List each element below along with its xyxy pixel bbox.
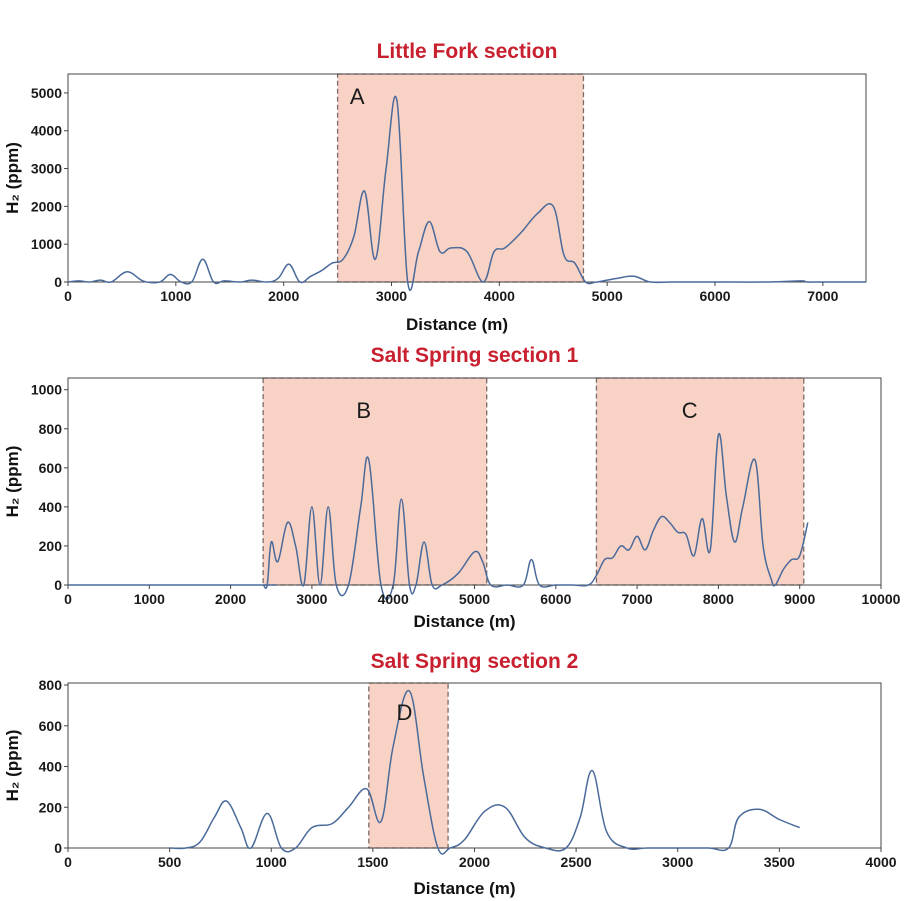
y-axis-label: H₂ (ppm): [3, 142, 22, 214]
chart-title: Little Fork section: [377, 40, 558, 63]
x-axis-label: Distance (m): [413, 612, 515, 631]
y-tick-label: 400: [39, 499, 63, 515]
x-tick-label: 4000: [865, 854, 896, 870]
x-tick-label: 500: [158, 854, 182, 870]
zone-label-d: D: [397, 700, 413, 725]
x-tick-label: 5000: [592, 288, 623, 304]
x-tick-label: 3000: [662, 854, 693, 870]
chart-panel-2: B C0 1000 2000 3000 4000 5000 6000 7000 8000 9000 1…: [3, 344, 901, 631]
x-tick-label: 1000: [256, 854, 287, 870]
highlight-zone-a: [336, 73, 585, 283]
y-tick-label: 200: [39, 799, 63, 815]
y-tick-label: 600: [39, 718, 63, 734]
x-tick-label: 6000: [540, 591, 571, 607]
x-tick-label: 0: [64, 288, 72, 304]
x-axis-label: Distance (m): [406, 315, 508, 334]
x-tick-label: 1000: [134, 591, 165, 607]
x-tick-label: 2500: [561, 854, 592, 870]
plot-frame: [67, 73, 867, 283]
y-tick-label: 0: [54, 840, 62, 856]
zone-label-b: B: [356, 398, 371, 423]
y-axis-label: H₂ (ppm): [3, 730, 22, 802]
y-tick-label: 0: [54, 577, 62, 593]
x-tick-label: 1500: [357, 854, 388, 870]
y-tick-label: 3000: [31, 161, 62, 177]
x-tick-label: 4000: [484, 288, 515, 304]
chart-title: Salt Spring section 1: [371, 344, 579, 367]
x-tick-label: 7000: [807, 288, 838, 304]
y-tick-label: 1000: [31, 236, 62, 252]
x-tick-label: 8000: [703, 591, 734, 607]
y-tick-label: 600: [39, 460, 63, 476]
y-tick-label: 200: [39, 538, 63, 554]
y-axis-label: H₂ (ppm): [3, 446, 22, 518]
y-tick-label: 1000: [31, 382, 62, 398]
x-tick-label: 0: [64, 854, 72, 870]
x-tick-label: 2000: [459, 854, 490, 870]
y-tick-label: 2000: [31, 198, 62, 214]
highlight-zone-b: [262, 377, 488, 586]
chart-panel-3: D 0 500 1000 1500 2000 2500 3000 3500 4000 0 200 400…: [3, 650, 897, 898]
x-tick-label: 0: [64, 591, 72, 607]
x-tick-label: 5000: [459, 591, 490, 607]
y-tick-label: 0: [54, 274, 62, 290]
x-tick-label: 3000: [376, 288, 407, 304]
x-tick-label: 7000: [622, 591, 653, 607]
x-tick-label: 1000: [160, 288, 191, 304]
x-tick-label: 4000: [378, 591, 409, 607]
zone-label-a: A: [350, 84, 365, 109]
series-line-1: [67, 95, 866, 292]
x-tick-label: 9000: [784, 591, 815, 607]
chart-title: Salt Spring section 2: [371, 650, 579, 673]
x-tick-label: 10000: [862, 591, 901, 607]
zone-label-c: C: [682, 398, 698, 423]
series-line-1: [68, 432, 809, 600]
x-tick-label: 3500: [764, 854, 795, 870]
chart-panel-1: A 0 1000 2000 3000 4000 5000 6000 7000 0 1000 2000 3…: [3, 40, 867, 334]
y-tick-label: 4000: [31, 123, 62, 139]
highlight-zone-c: [595, 377, 805, 586]
x-tick-label: 2000: [215, 591, 246, 607]
y-tick-label: 5000: [31, 85, 62, 101]
y-tick-label: 800: [39, 677, 63, 693]
plot-frame: [67, 682, 882, 849]
x-tick-label: 3000: [296, 591, 327, 607]
x-axis-label: Distance (m): [413, 879, 515, 898]
series-line-1: [169, 690, 800, 855]
x-tick-label: 2000: [268, 288, 299, 304]
y-tick-label: 400: [39, 759, 63, 775]
y-tick-label: 800: [39, 421, 63, 437]
x-tick-label: 6000: [699, 288, 730, 304]
